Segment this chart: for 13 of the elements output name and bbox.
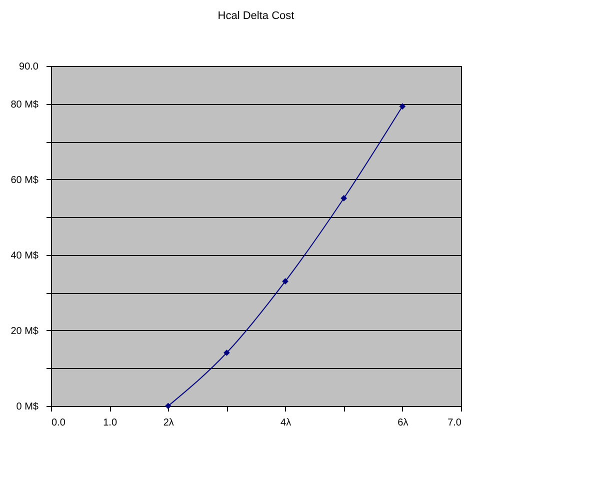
y-tick-label: 20 M$: [10, 326, 39, 337]
x-tick-label: 0.0: [52, 418, 66, 428]
x-tick-label: 2λ: [163, 418, 174, 428]
x-tick-label: 4λ: [280, 418, 292, 428]
y-tick-label: 80 M$: [10, 99, 39, 110]
y-tick-label: 60 M$: [10, 174, 39, 186]
x-tick-label: 7.0: [448, 418, 462, 428]
chart-title: Hcal Delta Cost: [218, 10, 294, 22]
y-tick-label: 40 M$: [10, 250, 39, 262]
x-tick-label: 1.0: [103, 418, 118, 428]
x-tick-label: 6λ: [398, 418, 408, 428]
y-tick-label: 90.0: [19, 62, 39, 72]
y-tick-label: 0 M$: [16, 402, 39, 412]
